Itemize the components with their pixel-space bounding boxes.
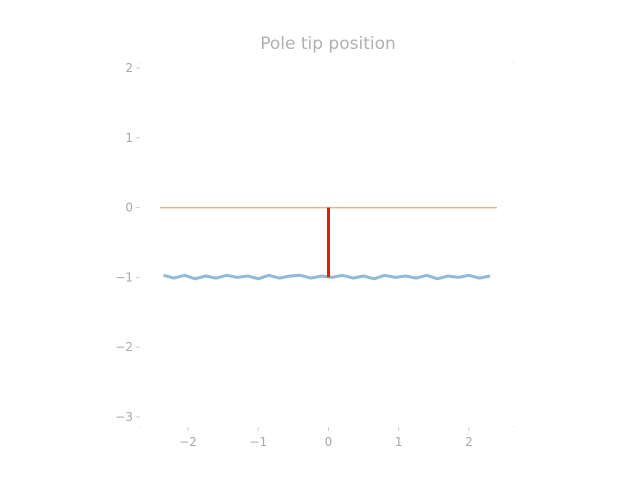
x-tick-label: 2: [465, 435, 473, 449]
trajectory-line: [163, 273, 491, 281]
axes-corner-mark: [139, 61, 141, 63]
plot-area: [160, 206, 497, 281]
axes-corner-mark: [513, 61, 515, 63]
y-tick-label: −1: [115, 270, 133, 284]
axes-corner-mark: [513, 426, 515, 428]
chart-title: Pole tip position: [260, 34, 396, 54]
x-tick-label: 0: [325, 435, 333, 449]
axes-corner-mark: [139, 426, 141, 428]
x-tick-label: −2: [179, 435, 197, 449]
x-tick-label: 1: [395, 435, 403, 449]
y-tick-label: 2: [125, 61, 133, 75]
y-tick-label: −3: [115, 410, 133, 424]
y-tick-label: 0: [125, 201, 133, 215]
y-tick-label: −2: [115, 340, 133, 354]
y-tick-label: 1: [125, 131, 133, 145]
axes: 2 1 0 −1 −2 −3 −2 −1 0 1 2: [115, 61, 515, 449]
x-tick-label: −1: [249, 435, 267, 449]
